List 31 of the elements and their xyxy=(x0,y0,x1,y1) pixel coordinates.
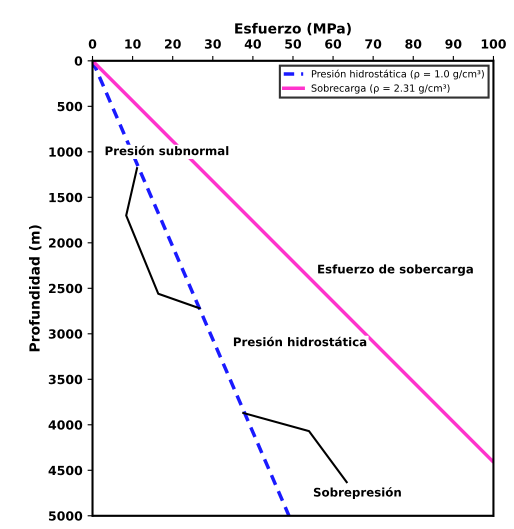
x-tick-label: 20 xyxy=(164,39,181,49)
y-tick-label: 1000 xyxy=(49,147,82,157)
annotation: Esfuerzo de sobercarga xyxy=(318,264,473,276)
y-axis-title: Profundidad (m) xyxy=(29,225,42,352)
x-tick-label: 100 xyxy=(482,39,506,49)
x-tick-label: 10 xyxy=(125,39,141,49)
x-axis-title: Esfuerzo (MPa) xyxy=(235,22,351,36)
legend-label: Sobrecarga (ρ = 2.31 g/cm³) xyxy=(312,84,450,94)
x-tick-label: 0 xyxy=(88,39,96,49)
line-series xyxy=(125,167,201,310)
x-tick-label: 80 xyxy=(405,39,422,49)
annotation: Presión hidrostática xyxy=(234,336,366,346)
y-tick-label: 4000 xyxy=(48,420,82,430)
annotation: Presión subnormal xyxy=(106,146,228,156)
y-tick-label: 4500 xyxy=(48,466,82,476)
x-tick-label: 60 xyxy=(325,39,342,49)
x-tick-label: 40 xyxy=(244,39,261,49)
y-tick-label: 3500 xyxy=(48,374,82,384)
x-tick-label: 70 xyxy=(365,39,382,49)
y-tick-label: 0 xyxy=(74,56,82,66)
y-tick-label: 2500 xyxy=(48,284,82,294)
x-tick-label: 30 xyxy=(204,39,221,49)
y-tick-label: 5000 xyxy=(48,511,82,521)
x-tick-label: 50 xyxy=(285,39,302,49)
annotation: Sobrepresión xyxy=(314,487,401,499)
y-tick-label: 1500 xyxy=(49,192,82,202)
x-tick-label: 90 xyxy=(445,39,462,49)
y-tick-label: 500 xyxy=(58,102,82,112)
y-tick-label: 3000 xyxy=(48,329,82,339)
legend-label: Presión hidrostática (ρ = 1.0 g/cm³) xyxy=(312,70,484,80)
y-tick-label: 2000 xyxy=(48,238,82,248)
